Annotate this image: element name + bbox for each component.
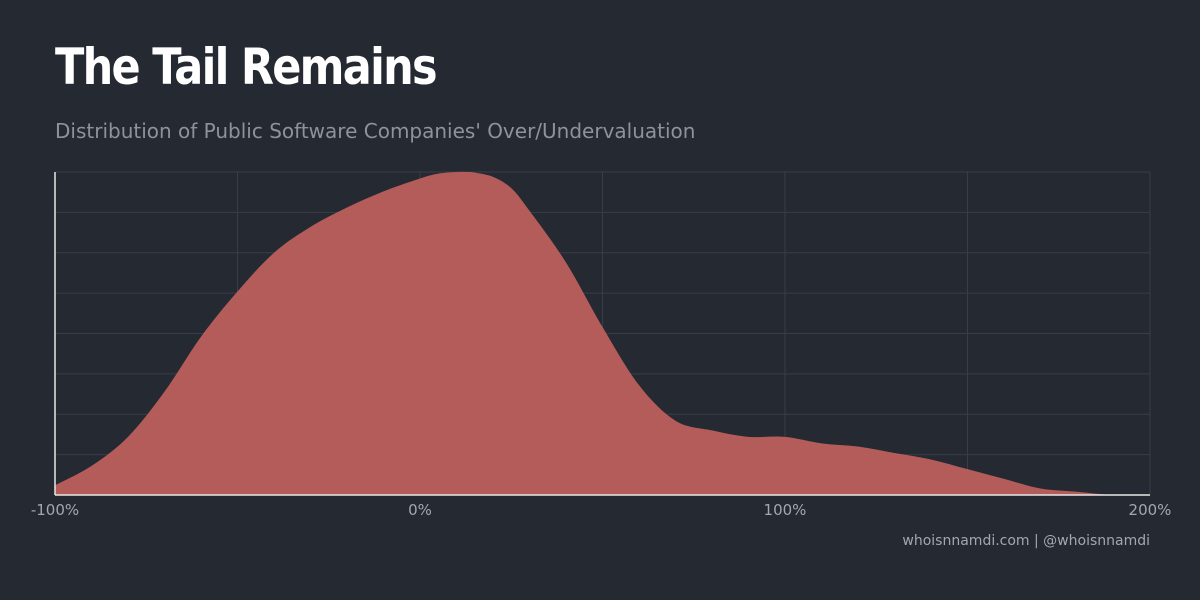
axes xyxy=(54,172,1150,496)
x-tick-labels: -100% 0% 100% 200% xyxy=(31,501,1172,519)
page-title: The Tail Remains xyxy=(55,38,438,96)
x-tick-label: 200% xyxy=(1129,501,1172,519)
page-subtitle: Distribution of Public Software Companie… xyxy=(55,119,696,143)
x-tick-label: -100% xyxy=(31,501,79,519)
density-area xyxy=(55,171,1150,495)
credit-text: whoisnnamdi.com | @whoisnnamdi xyxy=(902,533,1150,549)
x-tick-label: 100% xyxy=(764,501,807,519)
x-tick-label: 0% xyxy=(408,501,432,519)
density-series-area xyxy=(55,171,1150,495)
